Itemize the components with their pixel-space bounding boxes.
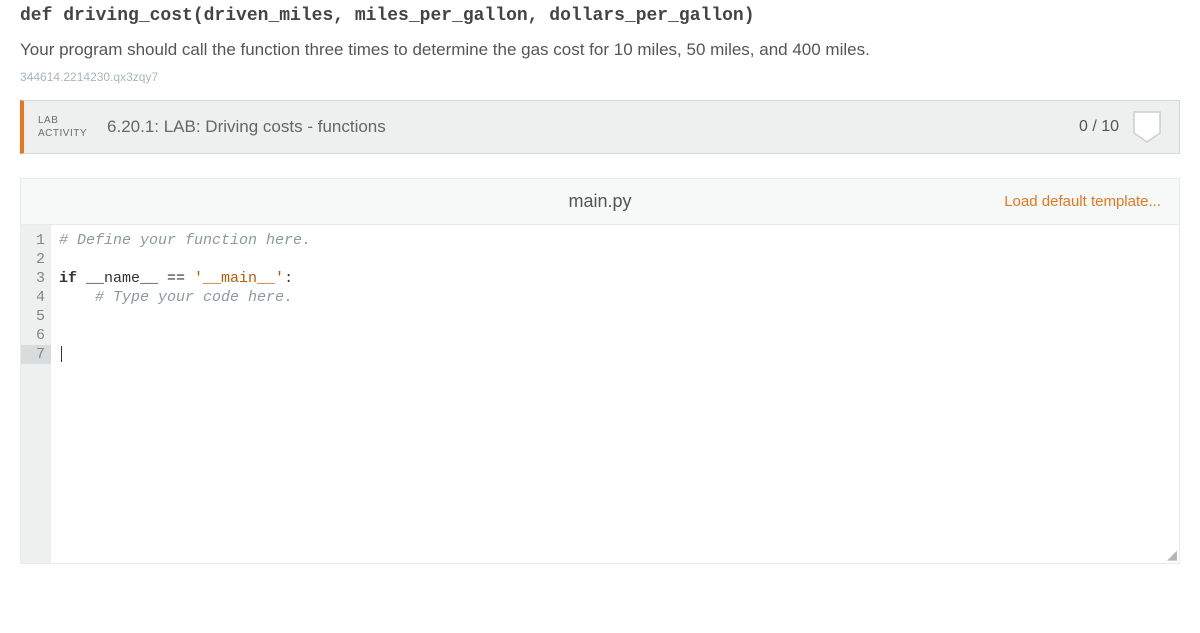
function-signature: def driving_cost(driven_miles, miles_per… xyxy=(0,0,1200,30)
activity-label: LAB ACTIVITY xyxy=(24,101,101,153)
line-number: 7 xyxy=(21,345,51,364)
code-line[interactable] xyxy=(59,345,1179,364)
activity-label-line1: LAB xyxy=(38,114,87,127)
code-line[interactable]: # Type your code here. xyxy=(59,288,1179,307)
code-line[interactable]: # Define your function here. xyxy=(59,231,1179,250)
code-line[interactable] xyxy=(59,307,1179,326)
line-number: 3 xyxy=(21,269,51,288)
instruction-text: Your program should call the function th… xyxy=(0,30,1200,66)
load-template-link[interactable]: Load default template... xyxy=(1004,193,1161,210)
code-editor[interactable]: 1234567 # Define your function here. if _… xyxy=(20,224,1180,564)
score-text: 0 / 10 xyxy=(1079,118,1119,136)
line-number: 6 xyxy=(21,326,51,345)
lab-body: main.py Load default template... 1234567… xyxy=(20,178,1180,564)
activity-label-line2: ACTIVITY xyxy=(38,127,87,140)
text-cursor xyxy=(61,346,62,362)
activity-title: 6.20.1: LAB: Driving costs - functions xyxy=(101,101,386,153)
activity-hash: 344614.2214230.qx3zqy7 xyxy=(0,66,1200,100)
resize-handle-icon[interactable]: ◢ xyxy=(1167,548,1177,561)
activity-bar: LAB ACTIVITY 6.20.1: LAB: Driving costs … xyxy=(20,100,1180,154)
line-number: 5 xyxy=(21,307,51,326)
code-line[interactable] xyxy=(59,326,1179,345)
line-gutter: 1234567 xyxy=(21,225,51,563)
activity-right: 0 / 10 xyxy=(1079,101,1179,153)
code-area[interactable]: # Define your function here. if __name__ … xyxy=(51,225,1179,563)
score-badge-icon xyxy=(1133,111,1161,143)
line-number: 1 xyxy=(21,231,51,250)
line-number: 4 xyxy=(21,288,51,307)
code-line[interactable] xyxy=(59,250,1179,269)
file-header: main.py Load default template... xyxy=(20,178,1180,224)
code-line[interactable]: if __name__ == '__main__': xyxy=(59,269,1179,288)
line-number: 2 xyxy=(21,250,51,269)
file-name: main.py xyxy=(568,191,631,212)
